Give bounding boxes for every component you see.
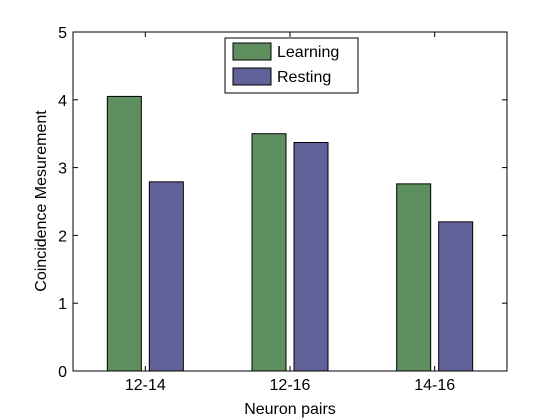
- bars-layer: [106, 95, 474, 372]
- y-axis-label: Coincidence Mesurement: [33, 110, 50, 292]
- bar-resting-14-16: [438, 221, 474, 372]
- plot-area-frame: [72, 31, 508, 372]
- legend: Learning Resting: [224, 37, 359, 94]
- y-tick-label: 5: [58, 25, 67, 42]
- ticks-layer: 12-14 12-16 14-16 0 1 2 3 4 5: [58, 25, 507, 394]
- x-tick-label: 12-16: [270, 377, 311, 394]
- x-tick-label: 12-14: [125, 377, 166, 394]
- legend-swatch-resting: [232, 67, 272, 86]
- bar-learning-14-16: [396, 183, 432, 372]
- bar-learning-12-14: [106, 95, 142, 372]
- legend-label-resting: Resting: [277, 69, 331, 86]
- bar-resting-12-14: [148, 181, 184, 372]
- y-tick-label: 0: [58, 364, 67, 381]
- bar-resting-12-16: [293, 142, 329, 372]
- legend-label-learning: Learning: [277, 44, 339, 61]
- legend-swatch-learning: [232, 42, 272, 61]
- y-tick-label: 4: [58, 93, 67, 110]
- y-tick-label: 2: [58, 228, 67, 245]
- bar-learning-12-16: [251, 133, 287, 372]
- y-tick-label: 3: [58, 161, 67, 178]
- y-tick-label: 1: [58, 296, 67, 313]
- x-tick-label: 14-16: [414, 377, 455, 394]
- x-axis-label: Neuron pairs: [244, 401, 336, 418]
